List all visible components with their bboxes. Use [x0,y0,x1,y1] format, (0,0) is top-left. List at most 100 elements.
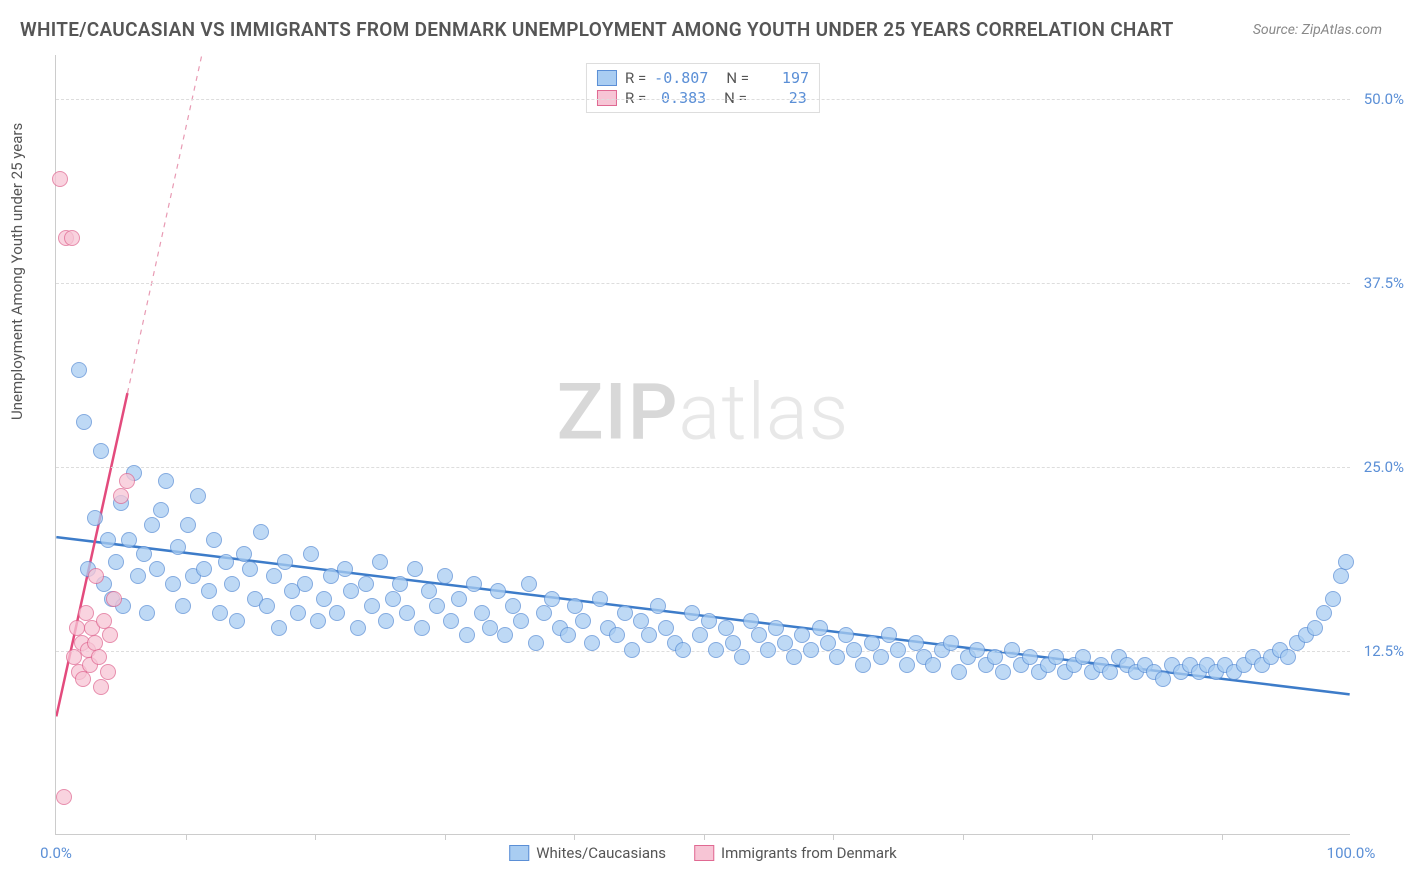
data-point-whites [592,591,608,607]
data-point-whites [864,635,880,651]
data-point-whites [751,627,767,643]
data-point-whites [421,583,437,599]
legend-r-label: R = [625,89,646,107]
data-point-whites [358,576,374,592]
data-point-whites [1155,671,1171,687]
data-point-denmark [56,789,72,805]
data-point-whites [437,568,453,584]
data-point-whites [316,591,332,607]
data-point-whites [617,605,633,621]
legend-r-value: 0.383 [654,89,706,107]
data-point-whites [236,546,252,562]
data-point-whites [873,649,889,665]
data-point-denmark [64,230,80,246]
data-point-whites [170,539,186,555]
data-point-whites [206,532,222,548]
x-tick-label: 100.0% [1327,844,1376,862]
data-point-whites [846,642,862,658]
data-point-whites [812,620,828,636]
data-point-denmark [91,649,107,665]
data-point-denmark [100,664,116,680]
y-tick-label: 50.0% [1364,90,1404,108]
data-point-denmark [93,679,109,695]
data-point-whites [684,605,700,621]
legend-n-label: N = [724,89,747,107]
data-point-whites [310,613,326,629]
data-point-whites [701,613,717,629]
legend-n-value: 23 [755,89,807,107]
data-point-whites [290,605,306,621]
data-point-whites [212,605,228,621]
data-point-whites [1004,642,1020,658]
data-point-whites [180,517,196,533]
data-point-denmark [52,171,68,187]
x-tick [1222,834,1223,840]
gridline-h [56,283,1350,284]
data-point-whites [820,635,836,651]
legend-series-label: Immigrants from Denmark [721,844,897,862]
data-point-whites [969,642,985,658]
gridline-h [56,99,1350,100]
data-point-whites [855,657,871,673]
data-point-whites [1316,605,1332,621]
data-point-whites [218,554,234,570]
x-tick [833,834,834,840]
legend-row: R =-0.807N =197 [597,68,809,88]
data-point-whites [943,635,959,651]
data-point-whites [190,488,206,504]
data-point-denmark [106,591,122,607]
x-tick [315,834,316,840]
data-point-whites [925,657,941,673]
data-point-whites [786,649,802,665]
data-point-whites [429,598,445,614]
data-point-whites [708,642,724,658]
data-point-whites [266,568,282,584]
data-point-whites [153,502,169,518]
legend-swatch [597,70,617,86]
data-point-whites [675,642,691,658]
series-legend: Whites/Caucasians Immigrants from Denmark [509,844,897,862]
data-point-whites [743,613,759,629]
data-point-whites [144,517,160,533]
data-point-whites [1307,620,1323,636]
data-point-whites [567,598,583,614]
data-point-whites [224,576,240,592]
data-point-whites [1280,649,1296,665]
data-point-whites [908,635,924,651]
data-point-whites [100,532,116,548]
data-point-whites [890,642,906,658]
data-point-whites [1325,591,1341,607]
data-point-whites [624,642,640,658]
data-point-whites [777,635,793,651]
data-point-whites [560,627,576,643]
data-point-whites [108,554,124,570]
data-point-whites [297,576,313,592]
data-point-denmark [119,473,135,489]
legend-series-label: Whites/Caucasians [536,844,666,862]
data-point-whites [201,583,217,599]
data-point-whites [139,605,155,621]
data-point-whites [718,620,734,636]
data-point-denmark [69,620,85,636]
x-tick-label: 0.0% [40,844,72,862]
data-point-whites [987,649,1003,665]
legend-swatch [509,845,529,861]
legend-n-value: 197 [757,69,809,87]
data-point-whites [149,561,165,577]
data-point-whites [734,649,750,665]
data-point-denmark [87,635,103,651]
legend-series-item: Whites/Caucasians [509,844,666,862]
data-point-whites [536,605,552,621]
data-point-whites [490,583,506,599]
data-point-whites [725,635,741,651]
source-attribution: Source: ZipAtlas.com [1253,22,1382,38]
data-point-whites [1338,554,1354,570]
legend-row: R = 0.383 N = 23 [597,88,809,108]
data-point-whites [951,664,967,680]
legend-n-label: N = [726,69,749,87]
data-point-whites [414,620,430,636]
data-point-whites [350,620,366,636]
x-tick [963,834,964,840]
data-point-whites [575,613,591,629]
data-point-whites [121,532,137,548]
